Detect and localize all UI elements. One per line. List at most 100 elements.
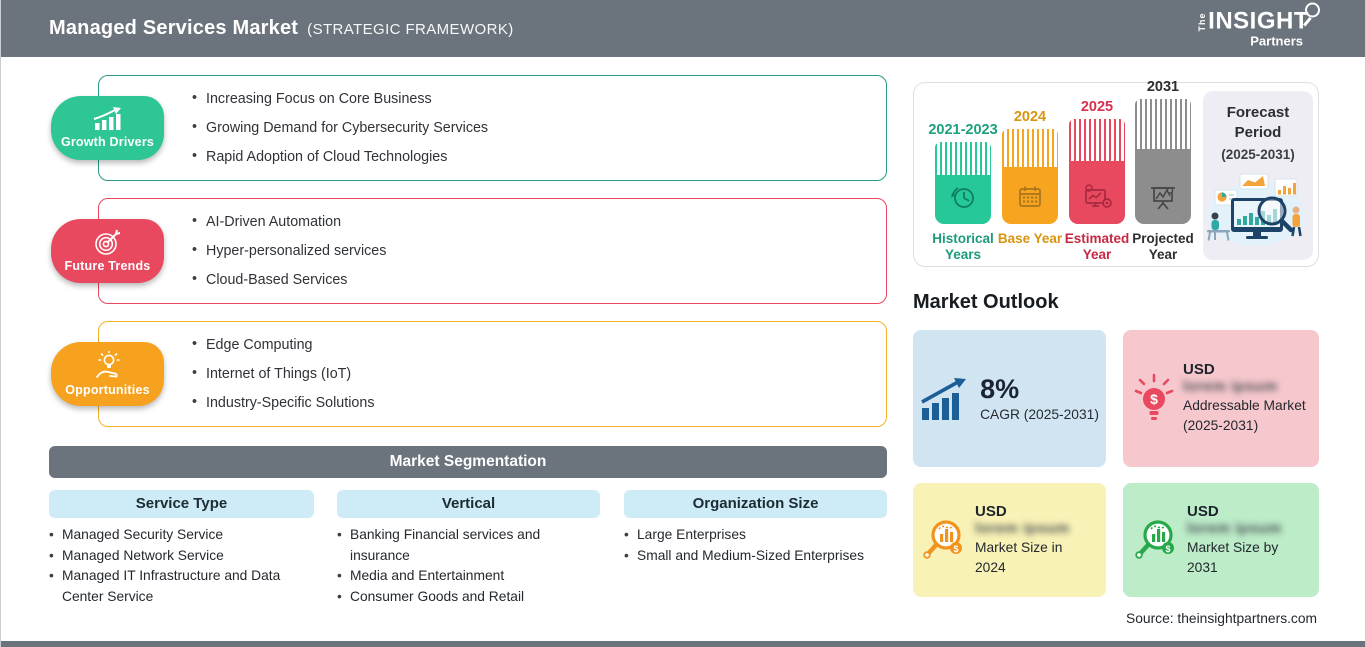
cagr-value: 8% — [980, 374, 1020, 405]
bar-hatch-pattern — [1135, 99, 1191, 149]
badge-label: Opportunities — [65, 383, 150, 397]
logo-the-text: The — [1197, 12, 1208, 32]
growth-drivers-badge: Growth Drivers — [51, 96, 164, 160]
vertical-list: Banking Financial services and insurance… — [337, 525, 600, 607]
svg-text:$: $ — [1165, 544, 1170, 554]
forecast-period-title: Forecast Period — [1226, 104, 1290, 141]
list-item: Managed IT Infrastructure and Data Cente… — [49, 566, 314, 607]
page-subtitle: (STRATEGIC FRAMEWORK) — [307, 21, 514, 38]
calendar-icon — [1014, 182, 1046, 212]
list-item: Hyper-personalized services — [192, 242, 866, 259]
currency-label: USD — [975, 502, 1007, 520]
growth-drivers-list: Increasing Focus on Core Business Growin… — [99, 76, 886, 180]
addressable-market-text: USD lorem ipsum Addressable Market (2025… — [1183, 361, 1307, 435]
list-item: Internet of Things (IoT) — [192, 365, 866, 382]
list-item: Edge Computing — [192, 336, 866, 353]
history-clock-icon — [947, 182, 979, 212]
timeline-bar-label: Base Year — [997, 231, 1063, 246]
base-year-bar — [1002, 129, 1058, 224]
future-trends-badge: Future Trends — [51, 219, 164, 283]
hand-lightbulb-icon — [93, 351, 123, 380]
source-note: Source: theinsightpartners.com — [1126, 611, 1317, 626]
svg-text:$: $ — [953, 544, 958, 554]
list-item: Cloud-Based Services — [192, 271, 866, 288]
bar-hatch-pattern — [1069, 119, 1125, 161]
insight-partners-logo: The INSIGHT Partners — [1197, 2, 1320, 48]
card-label: Addressable Market (2025-2031) — [1183, 398, 1306, 433]
svg-text:$: $ — [1150, 391, 1158, 407]
card-label: Market Size by 2031 — [1187, 539, 1279, 575]
card-label: Market Size in 2024 — [975, 539, 1063, 575]
forecast-period-panel: Forecast Period (2025-2031) — [1203, 91, 1313, 260]
estimated-year-bar — [1069, 119, 1125, 224]
header-titles: Managed Services Market (STRATEGIC FRAME… — [49, 17, 514, 40]
header-bar: Managed Services Market (STRATEGIC FRAME… — [1, 0, 1365, 57]
market-size-2031-text: USD lorem ipsum Market Size by 2031 — [1187, 503, 1309, 577]
addressable-market-card: $ USD lorem ipsum Addressable Market (20… — [1123, 330, 1319, 467]
research-timeline-card: 2021-2023 2024 2025 2031 — [913, 79, 1319, 267]
market-size-2024-text: USD lorem ipsum Market Size in 2024 — [975, 503, 1096, 577]
logo-partners-text: Partners — [1250, 33, 1303, 48]
target-dart-icon — [93, 229, 123, 256]
service-type-list: Managed Security Service Managed Network… — [49, 525, 314, 607]
magnifier-chart-icon: $ — [919, 515, 969, 565]
future-trends-panel: AI-Driven Automation Hyper-personalized … — [98, 198, 887, 304]
segment-header-organization-size: Organization Size — [624, 490, 887, 518]
cagr-card: 8% CAGR (2025-2031) — [913, 330, 1106, 467]
blurred-value: lorem ipsum — [975, 519, 1070, 537]
list-item: Industry-Specific Solutions — [192, 394, 866, 411]
currency-label: USD — [1183, 361, 1215, 379]
badge-label: Future Trends — [64, 259, 151, 273]
currency-label: USD — [1187, 502, 1219, 520]
list-item: Media and Entertainment — [337, 566, 600, 587]
list-item: Large Enterprises — [624, 525, 887, 546]
list-item: Managed Security Service — [49, 525, 314, 546]
growth-chart-icon — [91, 107, 125, 132]
future-trends-list: AI-Driven Automation Hyper-personalized … — [99, 199, 886, 303]
cagr-label: CAGR (2025-2031) — [980, 406, 1099, 422]
list-item: Small and Medium-Sized Enterprises — [624, 546, 887, 567]
timeline-bar-label: Historical Years — [932, 231, 994, 263]
cagr-text: 8% CAGR (2025-2031) — [980, 374, 1099, 422]
list-item: Banking Financial services and insurance — [337, 525, 600, 566]
timeline-year-label: 2031 — [1146, 79, 1180, 95]
market-size-2031-card: $ USD lorem ipsum Market Size by 2031 — [1123, 483, 1319, 597]
opportunities-list: Edge Computing Internet of Things (IoT) … — [99, 322, 886, 426]
list-item: Managed Network Service — [49, 546, 314, 567]
market-size-2024-card: $ USD lorem ipsum Market Size in 2024 — [913, 483, 1106, 597]
projection-screen-icon — [1146, 182, 1180, 212]
market-segmentation-header: Market Segmentation — [49, 446, 887, 478]
bottom-bar — [1, 641, 1365, 647]
timeline-year-label: 2025 — [1080, 99, 1114, 115]
historical-years-bar — [935, 142, 991, 224]
list-item: Rapid Adoption of Cloud Technologies — [192, 148, 866, 165]
list-item: Increasing Focus on Core Business — [192, 90, 866, 107]
growth-drivers-panel: Increasing Focus on Core Business Growin… — [98, 75, 887, 181]
bar-hatch-pattern — [935, 142, 991, 175]
list-item: Consumer Goods and Retail — [337, 587, 600, 608]
opportunities-badge: Opportunities — [51, 342, 164, 406]
segment-header-vertical: Vertical — [337, 490, 600, 518]
market-outlook-title: Market Outlook — [913, 291, 1059, 313]
logo-main: INSIGHT Partners — [1208, 2, 1320, 48]
projected-year-bar — [1135, 99, 1191, 224]
badge-label: Growth Drivers — [60, 135, 155, 149]
page-title: Managed Services Market — [49, 17, 299, 39]
bar-hatch-pattern — [1002, 129, 1058, 167]
analytics-illustration — [1203, 166, 1313, 250]
blurred-value: lorem ipsum — [1183, 378, 1278, 396]
logo-insight-text: INSIGHT — [1208, 7, 1309, 34]
list-item: Growing Demand for Cybersecurity Service… — [192, 119, 866, 136]
segment-header-service-type: Service Type — [49, 490, 314, 518]
timeline-year-label: 2021-2023 — [928, 122, 998, 138]
timeline-bar-label: Projected Year — [1132, 231, 1194, 263]
forecast-monitor-gear-icon — [1080, 182, 1114, 212]
growth-bars-arrow-icon — [920, 377, 968, 420]
timeline-bar-label: Estimated Year — [1064, 231, 1130, 263]
organization-size-list: Large Enterprises Small and Medium-Sized… — [624, 525, 887, 566]
magnifier-chart-icon: $ — [1131, 515, 1181, 565]
magnifier-ring-icon — [1305, 2, 1320, 17]
timeline-year-label: 2024 — [1013, 109, 1047, 125]
list-item: AI-Driven Automation — [192, 213, 866, 230]
